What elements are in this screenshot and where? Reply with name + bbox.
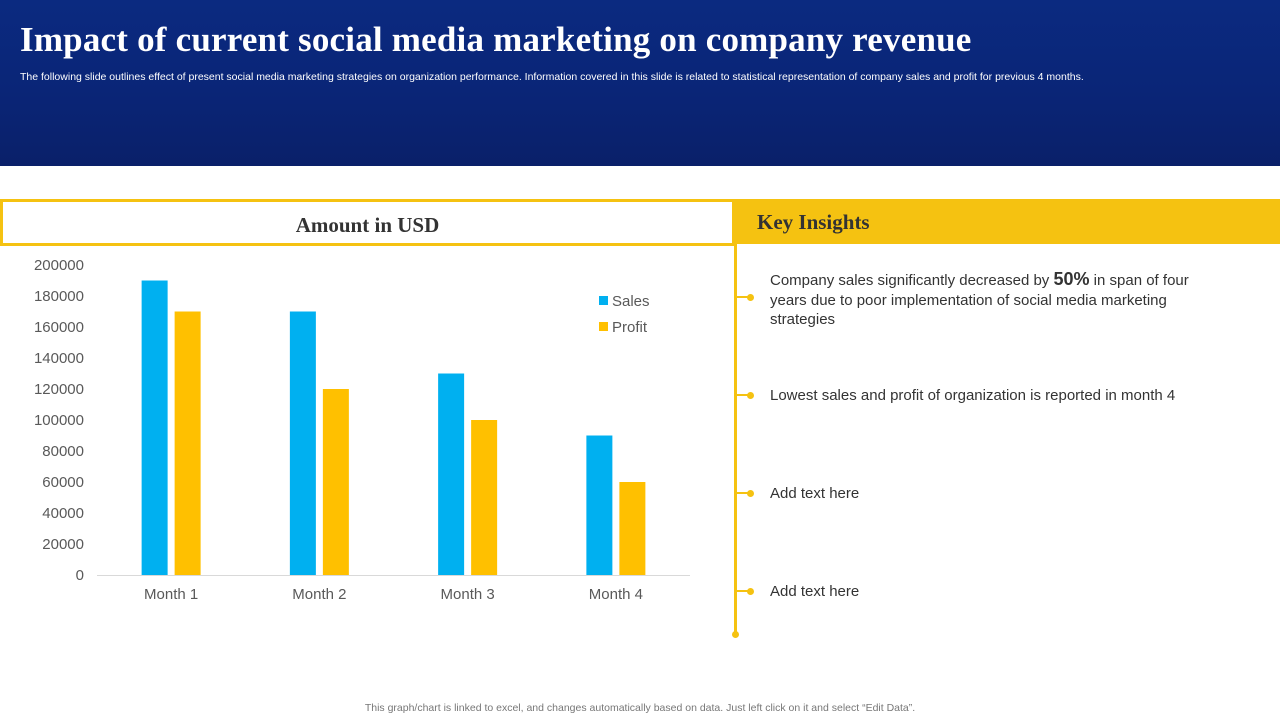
page-subtitle: The following slide outlines effect of p… (20, 71, 1084, 83)
bar-chart[interactable]: 0 20000 40000 60000 80000 100000 120000 140000 1… (0, 246, 735, 626)
insights-timeline (734, 244, 737, 634)
insight-text: Add text here (770, 583, 860, 600)
insight-bullet-dot (747, 293, 754, 301)
insight-text: Company sales significantly decreased by… (770, 269, 1210, 330)
insight-connector (737, 296, 748, 298)
insight-text: Add text here (770, 485, 860, 502)
y-tick-label: 20000 (42, 536, 84, 553)
x-tick-label: Month 3 (441, 586, 495, 603)
insight-highlight: 50% (1053, 269, 1090, 289)
x-tick-label: Month 2 (292, 586, 346, 603)
bar-profit-4 (619, 482, 646, 575)
bar-sales-2 (289, 311, 316, 575)
timeline-end-dot (732, 631, 739, 638)
x-tick-label: Month 1 (144, 586, 198, 603)
legend-label-profit: Profit (612, 319, 648, 336)
page-title: Impact of current social media marketing… (20, 20, 972, 59)
insights-title: Key Insights (757, 210, 870, 234)
legend-label-sales: Sales (612, 293, 650, 310)
bar-sales-3 (438, 373, 465, 575)
y-tick-label: 120000 (34, 381, 84, 398)
insight-bullet-dot (747, 391, 754, 399)
bar-profit-3 (471, 420, 498, 575)
y-tick-label: 200000 (34, 257, 84, 274)
bar-profit-2 (322, 389, 349, 575)
header-banner: Impact of current social media marketing… (0, 0, 1280, 166)
x-tick-label: Month 4 (589, 586, 643, 603)
insights-header: Key Insights (735, 199, 1280, 244)
insight-connector (737, 492, 748, 494)
legend-swatch-sales (599, 296, 608, 305)
y-tick-label: 140000 (34, 350, 84, 367)
bar-sales-1 (141, 280, 168, 575)
bar-sales-4 (586, 435, 613, 575)
insight-bullet-dot (747, 489, 754, 497)
insight-connector (737, 394, 748, 396)
chart-title: Amount in USD (295, 213, 440, 237)
insight-connector (737, 590, 748, 592)
y-tick-label: 100000 (34, 412, 84, 429)
y-tick-label: 180000 (34, 288, 84, 305)
insight-text: Lowest sales and profit of organization … (770, 387, 1176, 404)
y-tick-label: 0 (76, 567, 84, 584)
insight-bullet-dot (747, 587, 754, 595)
footer-note: This graph/chart is linked to excel, and… (364, 702, 916, 714)
y-tick-label: 80000 (42, 443, 84, 460)
insight-text-post: in span of four years due to poor implem… (770, 272, 1189, 328)
chart-title-box: Amount in USD (0, 199, 735, 246)
insight-text-pre: Company sales significantly decreased by (770, 272, 1054, 289)
legend-swatch-profit (599, 322, 608, 331)
bar-profit-1 (174, 311, 201, 575)
y-tick-label: 60000 (42, 474, 84, 491)
y-tick-label: 40000 (42, 505, 84, 522)
y-tick-label: 160000 (34, 319, 84, 336)
